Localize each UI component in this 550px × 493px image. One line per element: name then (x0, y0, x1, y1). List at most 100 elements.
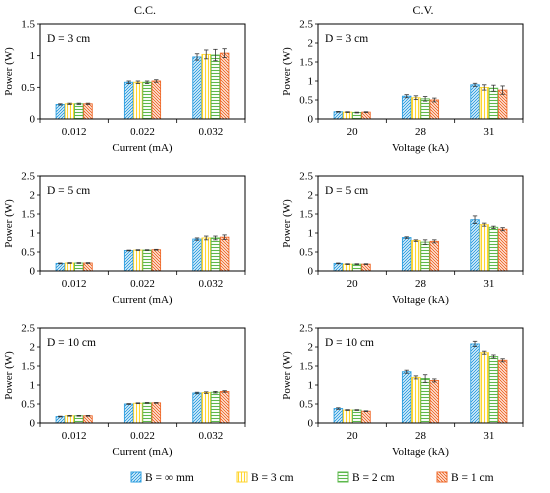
bar (192, 238, 202, 272)
y-tick-label: 0.5 (299, 247, 313, 259)
plot-frame (39, 23, 246, 120)
bar (420, 241, 430, 272)
y-tick-label: 2.5 (299, 323, 313, 335)
bar (420, 378, 430, 424)
y-axis-label: Power (W) (281, 199, 293, 248)
plot-frame (317, 23, 524, 120)
bar (133, 249, 143, 272)
distance-annotation: D = 3 cm (325, 33, 368, 45)
x-tick-label: 20 (347, 278, 359, 290)
panel-cv-3: Power (W) Voltage (kA) 0 0.5 1 1.5 2 2.5 20 28 31 D… (281, 19, 524, 154)
y-axis-label: Power (W) (281, 47, 293, 96)
x-tick-label: 0.012 (62, 278, 87, 290)
x-tick-label: 0.012 (62, 430, 87, 442)
x-tick-label: 20 (347, 126, 359, 138)
legend-label: B = ∞ mm (145, 472, 194, 484)
distance-annotation: D = 3 cm (47, 33, 90, 45)
bar (142, 249, 152, 272)
bar (133, 81, 143, 120)
x-tick-label: 31 (483, 430, 494, 442)
bar (74, 262, 84, 272)
x-tick-label: 28 (415, 278, 427, 290)
legend-label: B = 1 cm (451, 472, 494, 484)
bar (55, 416, 66, 424)
x-tick-label: 31 (483, 278, 494, 290)
bar (83, 262, 93, 272)
x-axis-label: Current (mA) (112, 446, 173, 458)
y-tick-label: 2.5 (299, 171, 313, 183)
bar (479, 352, 489, 424)
bar (201, 392, 211, 424)
x-axis-label: Voltage (kA) (392, 142, 449, 154)
bar (210, 237, 221, 272)
distance-annotation: D = 5 cm (325, 185, 368, 197)
bar (429, 240, 440, 272)
bar (352, 263, 362, 272)
bar (83, 103, 93, 120)
y-tick-label: 1.5 (299, 57, 313, 69)
x-tick-label: 0.012 (62, 126, 87, 138)
bar (151, 249, 162, 272)
y-tick-label: 0.5 (299, 95, 313, 107)
bar (219, 236, 230, 272)
y-tick-label: 1.5 (21, 361, 35, 373)
bar (64, 103, 75, 120)
column-title-cv: C.V. (412, 3, 433, 17)
bar (352, 112, 362, 120)
y-tick-label: 1.5 (21, 19, 35, 31)
bar (470, 84, 480, 120)
y-axis-label: Power (W) (3, 351, 15, 400)
bar (219, 391, 230, 424)
bar (497, 228, 508, 272)
y-tick-label: 2 (308, 342, 314, 354)
y-tick-label: 2.5 (21, 323, 35, 335)
y-axis-label: Power (W) (281, 351, 293, 400)
bar (55, 262, 66, 272)
bar (401, 95, 412, 120)
bar (151, 80, 162, 120)
bar (342, 263, 353, 272)
bar (488, 356, 499, 424)
y-tick-label: 0 (30, 114, 36, 126)
bar (401, 371, 412, 424)
y-tick-label: 0.5 (299, 399, 313, 411)
bar (470, 219, 480, 272)
y-tick-label: 1 (308, 380, 314, 392)
y-tick-label: 1.5 (299, 361, 313, 373)
bar (64, 262, 75, 272)
bar (142, 402, 152, 424)
y-tick-label: 0.5 (21, 247, 35, 259)
bar (201, 53, 211, 120)
bar (479, 87, 489, 120)
bar (201, 237, 211, 272)
bar (219, 52, 230, 120)
legend-swatch (436, 471, 448, 483)
bar (64, 415, 75, 424)
y-tick-label: 0 (308, 266, 314, 278)
legend-swatch (236, 471, 248, 483)
x-tick-label: 0.032 (198, 126, 223, 138)
bar (142, 81, 152, 120)
bar (342, 409, 353, 424)
y-tick-label: 1.5 (21, 209, 35, 221)
panel-cv-5: Power (W) Voltage (kA) 0 0.5 1 1.5 2 2.5 20 28 31 D… (281, 171, 524, 306)
y-tick-label: 2 (308, 38, 314, 50)
bar (411, 97, 421, 120)
legend-item: B = ∞ mm (130, 471, 194, 484)
bar (123, 81, 134, 120)
bar (470, 343, 480, 424)
bar (479, 224, 489, 272)
y-tick-label: 0 (30, 266, 36, 278)
bar (151, 402, 162, 424)
bar (361, 410, 371, 424)
panel-cv-10: Power (W) Voltage (kA) 0 0.5 1 1.5 2 2.5 20 28 31 D… (281, 323, 524, 458)
bar (401, 237, 412, 272)
x-tick-label: 0.032 (198, 430, 223, 442)
legend-label: B = 2 cm (352, 472, 395, 484)
bar (352, 409, 362, 424)
bar (123, 250, 134, 272)
y-tick-label: 1 (30, 50, 36, 62)
y-tick-label: 0 (308, 114, 314, 126)
y-tick-label: 1.5 (299, 209, 313, 221)
distance-annotation: D = 5 cm (47, 185, 90, 197)
